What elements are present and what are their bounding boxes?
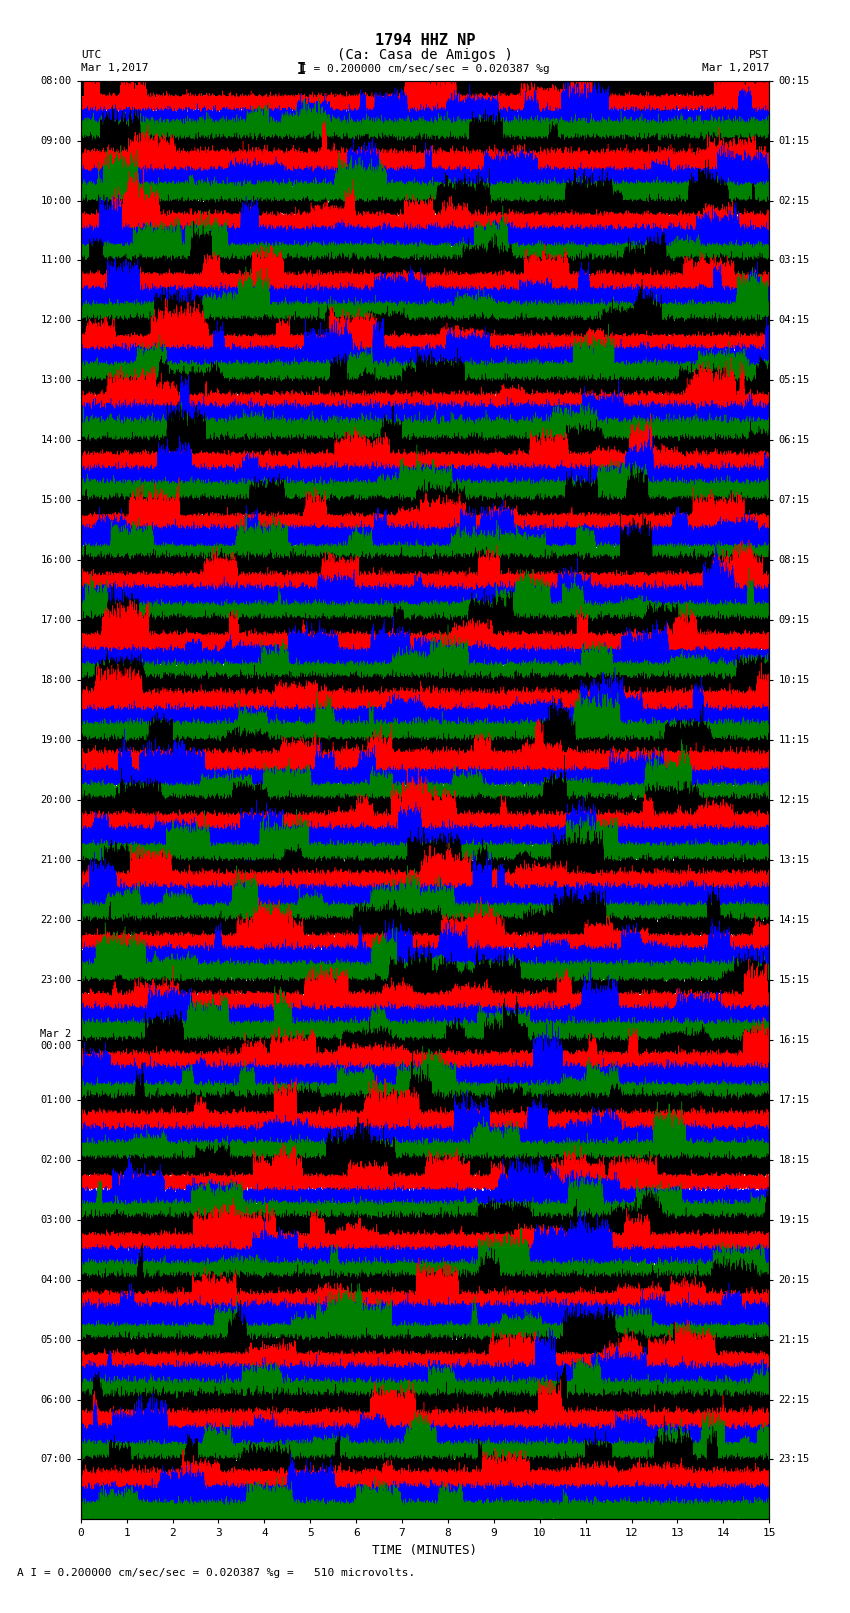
Text: Mar 1,2017: Mar 1,2017	[702, 63, 769, 73]
Text: 1794 HHZ NP: 1794 HHZ NP	[375, 32, 475, 48]
Text: UTC: UTC	[81, 50, 101, 60]
Text: PST: PST	[749, 50, 769, 60]
Text: (Ca: Casa de Amigos ): (Ca: Casa de Amigos )	[337, 48, 513, 61]
Text: I: I	[298, 61, 306, 77]
Text: A I = 0.200000 cm/sec/sec = 0.020387 %g =   510 microvolts.: A I = 0.200000 cm/sec/sec = 0.020387 %g …	[17, 1568, 416, 1578]
Text: Mar 1,2017: Mar 1,2017	[81, 63, 148, 73]
Text: I = 0.200000 cm/sec/sec = 0.020387 %g: I = 0.200000 cm/sec/sec = 0.020387 %g	[300, 65, 550, 74]
X-axis label: TIME (MINUTES): TIME (MINUTES)	[372, 1544, 478, 1557]
